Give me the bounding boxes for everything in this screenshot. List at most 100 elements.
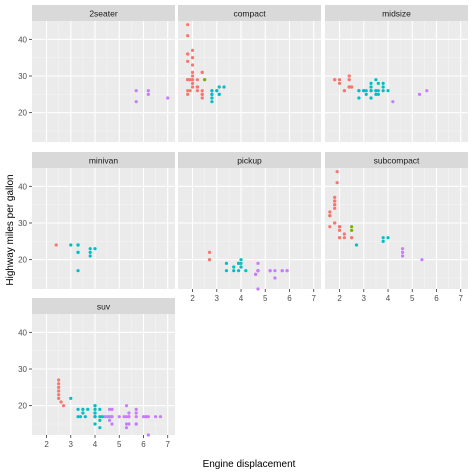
- data-point: [134, 415, 138, 419]
- data-point: [190, 48, 195, 52]
- data-point: [166, 96, 170, 100]
- x-tick-label: 6: [434, 294, 439, 303]
- data-point: [210, 89, 214, 93]
- data-point: [369, 96, 373, 100]
- panel-background: [32, 21, 175, 142]
- data-point: [93, 415, 97, 419]
- data-point: [376, 92, 380, 96]
- panel-background: [325, 168, 468, 289]
- facet-strip-label: suv: [97, 302, 111, 312]
- data-point: [374, 78, 378, 82]
- x-axis-title: Engine displacement: [203, 459, 296, 470]
- data-point: [57, 385, 61, 389]
- data-point: [333, 203, 337, 207]
- data-point: [350, 236, 354, 240]
- data-point: [134, 411, 138, 415]
- data-point: [186, 92, 190, 96]
- data-point: [200, 70, 204, 74]
- facet-2seater: 2seater 20 30 40: [18, 5, 175, 142]
- data-point: [347, 78, 351, 82]
- data-point: [107, 418, 112, 422]
- data-point: [76, 250, 80, 254]
- data-point: [186, 34, 190, 38]
- data-point: [190, 70, 195, 74]
- data-point: [224, 269, 229, 273]
- y-tick-label: 40: [18, 182, 27, 191]
- data-point: [110, 407, 114, 411]
- data-point: [207, 258, 212, 262]
- data-point: [186, 23, 190, 27]
- data-point: [273, 269, 277, 273]
- data-point: [195, 85, 199, 89]
- data-point: [107, 415, 112, 419]
- data-point: [186, 59, 190, 63]
- y-tick-label: 20: [18, 256, 27, 265]
- y-tick-label: 30: [18, 365, 27, 374]
- facet-subcompact: subcompact 2 3 4 5 6 7: [325, 152, 468, 303]
- facet-strip: [178, 152, 321, 168]
- data-point: [146, 89, 150, 93]
- data-point: [374, 92, 378, 96]
- data-point: [400, 254, 405, 258]
- facet-pickup: pickup 2 3 4 5 6 7: [178, 152, 321, 303]
- facet-panels: 2seater 20 30 40 compact midsize minivan 20 30 40…: [18, 5, 468, 449]
- data-point: [100, 415, 104, 419]
- data-point: [386, 89, 390, 93]
- data-point: [224, 261, 229, 265]
- data-point: [190, 81, 195, 85]
- data-point: [188, 78, 192, 82]
- data-point: [103, 415, 107, 419]
- data-point: [337, 228, 342, 232]
- y-tick-label: 40: [18, 35, 27, 44]
- data-point: [364, 92, 368, 96]
- data-point: [88, 247, 92, 251]
- data-point: [146, 415, 150, 419]
- y-tick-label: 20: [18, 402, 27, 411]
- x-tick-label: 4: [386, 294, 391, 303]
- x-tick-label: 5: [263, 294, 268, 303]
- data-point: [190, 85, 195, 89]
- data-point: [232, 265, 236, 269]
- data-point: [195, 89, 199, 93]
- data-point: [369, 89, 373, 93]
- x-tick-label: 4: [93, 440, 98, 449]
- facet-midsize: midsize: [325, 5, 468, 142]
- data-point: [350, 228, 354, 232]
- data-point: [381, 81, 385, 85]
- data-point: [122, 415, 126, 419]
- panel-background: [325, 21, 468, 142]
- data-point: [57, 378, 61, 382]
- data-point: [98, 407, 102, 411]
- data-point: [210, 96, 214, 100]
- data-point: [333, 199, 337, 203]
- data-point: [369, 85, 373, 89]
- data-point: [59, 400, 63, 404]
- data-point: [93, 404, 97, 408]
- data-point: [369, 81, 373, 85]
- data-point: [222, 85, 226, 89]
- data-point: [342, 232, 346, 236]
- facet-strip-label: subcompact: [374, 156, 420, 166]
- data-point: [78, 415, 83, 419]
- facet-strip-label: 2seater: [89, 9, 118, 19]
- data-point: [190, 74, 195, 78]
- x-tick-label: 5: [117, 440, 122, 449]
- data-point: [190, 78, 195, 82]
- data-point: [93, 422, 97, 426]
- data-point: [93, 407, 97, 411]
- data-point: [195, 78, 199, 82]
- data-point: [98, 426, 102, 430]
- data-point: [335, 170, 339, 174]
- data-point: [400, 250, 405, 254]
- data-point: [98, 418, 102, 422]
- data-point: [362, 89, 366, 93]
- x-tick-label: 3: [215, 294, 220, 303]
- x-tick-label: 7: [459, 294, 464, 303]
- data-point: [210, 92, 214, 96]
- data-point: [200, 92, 204, 96]
- y-tick-label: 40: [18, 328, 27, 337]
- data-point: [333, 78, 337, 82]
- data-point: [335, 181, 339, 185]
- data-point: [342, 236, 346, 240]
- data-point: [420, 258, 424, 262]
